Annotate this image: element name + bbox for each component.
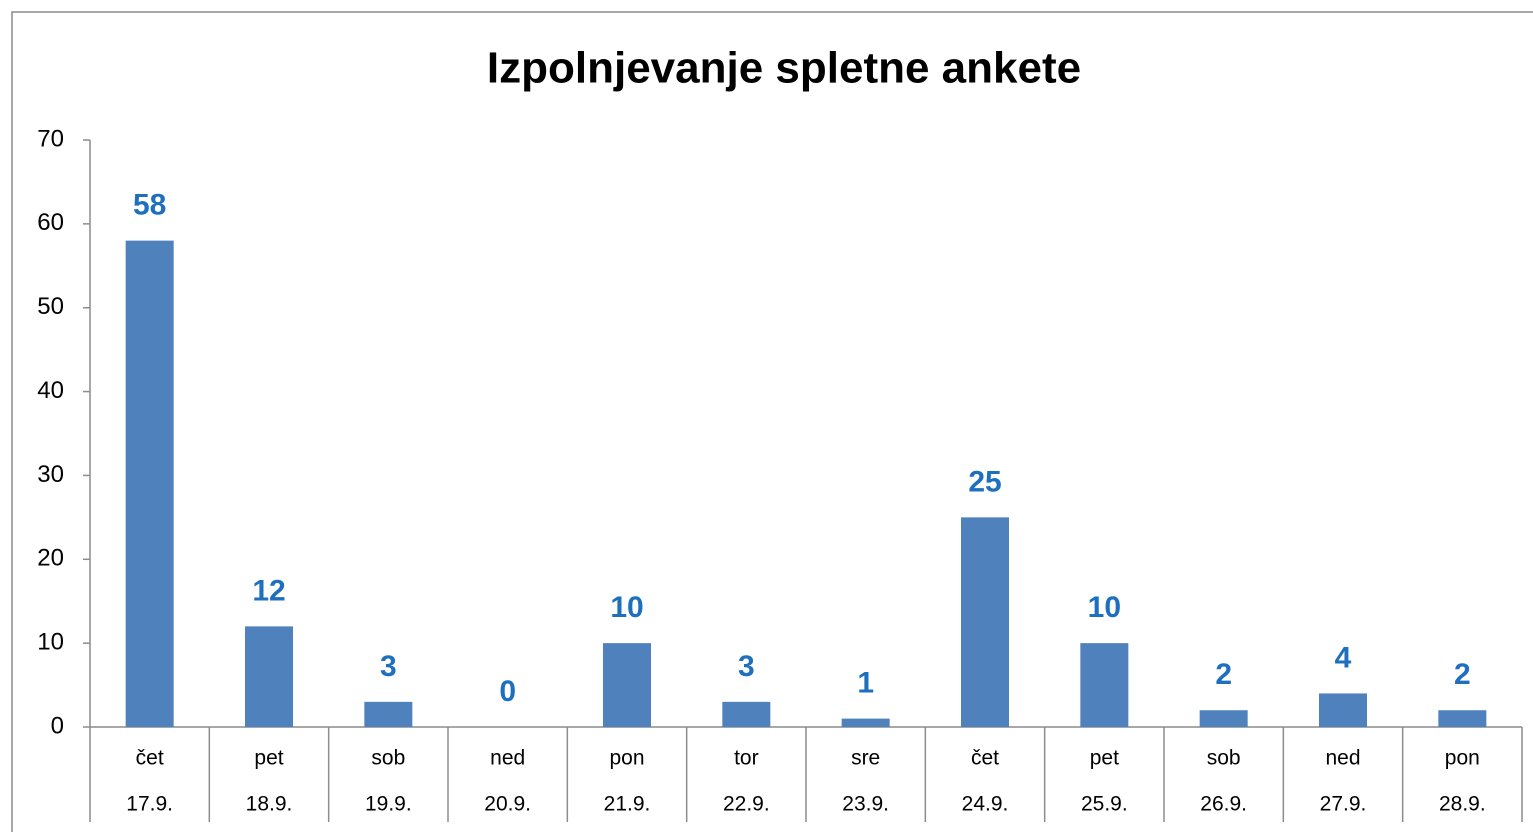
x-tick-label: 18.9. — [246, 793, 293, 816]
x-tick-label: pon — [1445, 747, 1480, 770]
x-tick-label: čet — [136, 747, 164, 770]
x-tick-label: 28.9. — [1439, 793, 1486, 816]
x-tick-label: čet — [971, 747, 999, 770]
x-tick-label: tor — [734, 747, 759, 770]
y-tick-label: 50 — [37, 293, 64, 320]
bar — [364, 701, 413, 727]
x-tick-label: sre — [851, 747, 880, 770]
data-label: 58 — [133, 189, 166, 222]
chart-title: Izpolnjevanje spletne ankete — [487, 44, 1081, 93]
data-label: 1 — [857, 667, 874, 700]
y-tick-label: 10 — [37, 628, 64, 655]
bar — [961, 517, 1009, 727]
y-tick-label: 60 — [37, 209, 64, 236]
y-tick-label: 20 — [37, 545, 64, 572]
bar — [1438, 710, 1487, 727]
x-tick-label: 27.9. — [1320, 793, 1367, 816]
y-tick-label: 40 — [37, 377, 64, 404]
x-tick-label: ned — [1325, 747, 1360, 770]
data-label: 3 — [738, 650, 755, 683]
x-tick-label: 24.9. — [962, 793, 1009, 816]
data-label: 25 — [968, 465, 1001, 498]
x-tick-label: 19.9. — [365, 793, 412, 816]
x-tick-label: pet — [254, 747, 283, 770]
x-tick-label: 22.9. — [723, 793, 770, 816]
data-label: 2 — [1454, 658, 1471, 691]
data-label: 0 — [499, 675, 516, 708]
x-tick-label: sob — [371, 747, 405, 770]
y-tick-label: 0 — [51, 712, 64, 739]
y-tick-label: 30 — [37, 461, 64, 488]
x-tick-label: 23.9. — [842, 793, 889, 816]
data-label: 2 — [1215, 658, 1232, 691]
bar — [245, 626, 293, 727]
data-label: 10 — [1088, 591, 1121, 624]
bar — [125, 240, 174, 727]
x-tick-label: 21.9. — [604, 793, 651, 816]
x-tick-label: 25.9. — [1081, 793, 1128, 816]
data-label: 12 — [252, 574, 285, 607]
x-tick-label: 26.9. — [1200, 793, 1247, 816]
y-tick-label: 70 — [37, 125, 64, 152]
bar — [603, 643, 651, 727]
bar — [1199, 710, 1248, 727]
x-tick-label: pon — [609, 747, 644, 770]
x-tick-label: sob — [1207, 747, 1241, 770]
bar — [722, 701, 771, 727]
x-tick-label: 20.9. — [484, 793, 531, 816]
bar — [1319, 693, 1367, 727]
data-label: 3 — [380, 650, 397, 683]
bar — [841, 718, 890, 727]
chart-frame — [11, 11, 1533, 832]
bar — [1080, 643, 1129, 727]
x-tick-label: 17.9. — [126, 793, 173, 816]
x-tick-label: pet — [1090, 747, 1119, 770]
data-label: 10 — [610, 591, 643, 624]
data-label: 4 — [1335, 641, 1352, 674]
x-tick-label: ned — [490, 747, 525, 770]
